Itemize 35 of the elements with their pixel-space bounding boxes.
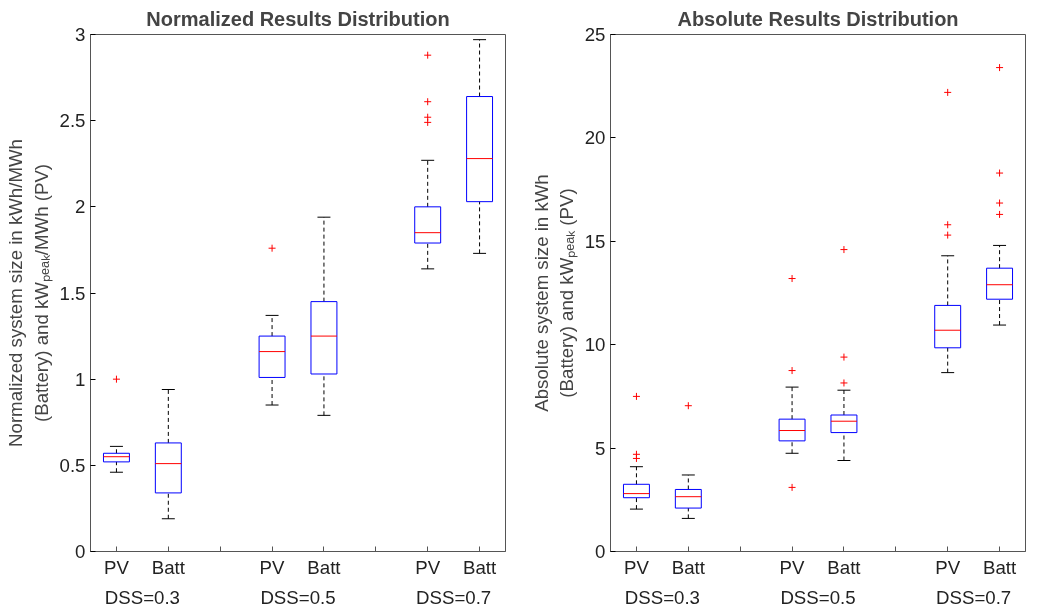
y-tick-label: 1 <box>75 368 86 390</box>
text: DSS=0.3 <box>624 586 700 608</box>
text: DSS=0.3 <box>104 586 180 608</box>
x-tick-label: PV <box>103 556 130 578</box>
chart-title: Absolute Results Distribution <box>677 7 959 30</box>
y-tick-label: 20 <box>584 127 606 149</box>
y-tick-label: 25 <box>584 24 606 45</box>
y-axis-title: Absolute system size in kWh (Battery) and kWₚₑₐₖ (PV) <box>530 174 578 412</box>
x-tick-label: Batt <box>982 556 1017 578</box>
y-tick-label: 0 <box>595 541 606 562</box>
x-tick-label: Batt <box>151 556 186 578</box>
y-tick-label: 10 <box>584 334 606 356</box>
x-tick-label: Batt <box>671 556 706 578</box>
x-tick-label: PV <box>779 556 806 578</box>
y-axis-title: Normalized system size in kWh/MWh (Battery) and kWₚₑₐₖ/MWh (PV) <box>5 139 53 447</box>
y-tick-label: 15 <box>584 230 606 252</box>
y-tick-label: 0.5 <box>59 454 86 476</box>
x-tick-label: Batt <box>462 556 497 578</box>
x-tick-label: PV <box>259 556 286 578</box>
y-tick-label: 2 <box>75 196 86 218</box>
text: DSS=0.5 <box>780 586 856 608</box>
x-tick-label: PV <box>415 556 441 578</box>
y-tick-label: 2.5 <box>59 110 86 132</box>
text: DSS=0.5 <box>260 586 336 608</box>
y-tick-label: 3 <box>75 24 86 45</box>
x-tick-label: PV <box>935 556 961 578</box>
x-tick-label: Batt <box>307 556 342 578</box>
y-tick-label: 1.5 <box>59 282 86 304</box>
text: DSS=0.7 <box>416 586 492 608</box>
text: DSS=0.7 <box>936 586 1012 608</box>
chart-title: Normalized Results Distribution <box>146 7 450 30</box>
y-tick-label: 5 <box>595 437 606 459</box>
y-tick-label: 0 <box>75 541 86 562</box>
x-tick-label: PV <box>623 556 650 578</box>
x-tick-label: Batt <box>827 556 862 578</box>
